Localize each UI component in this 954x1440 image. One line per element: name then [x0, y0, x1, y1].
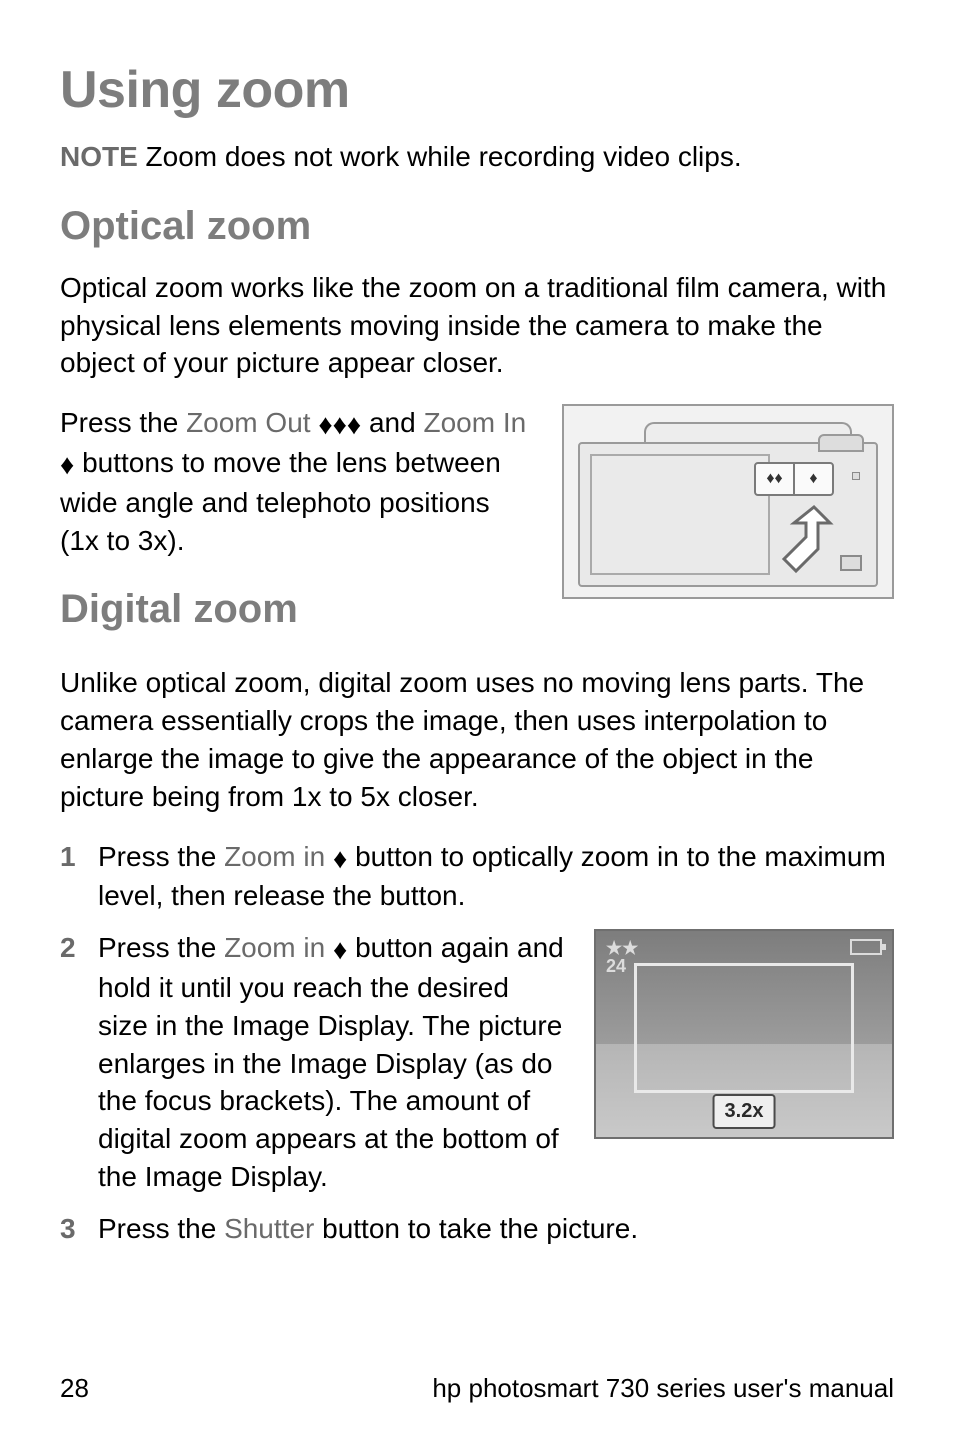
camera-shutter: [818, 434, 864, 452]
s1-a: Press the: [98, 841, 224, 872]
optical-row: Press the Zoom Out ♦♦♦ and Zoom In ♦ but…: [60, 404, 894, 652]
zoom-value-label: 3.2x: [713, 1094, 776, 1129]
heading-optical-zoom: Optical zoom: [60, 204, 894, 249]
optical-press-text: Press the Zoom Out ♦♦♦ and Zoom In ♦ but…: [60, 404, 534, 559]
arrow-icon: [764, 499, 834, 579]
step-2-num: 2: [60, 929, 84, 1196]
s2-b: button again and hold it until you reach…: [98, 932, 564, 1192]
s2-k1: Zoom in: [224, 932, 325, 963]
zoom-in-icon: ♦: [60, 446, 74, 484]
page-footer: 28 hp photosmart 730 series user's manua…: [60, 1373, 894, 1404]
step-2-text: Press the Zoom in ♦ button again and hol…: [98, 929, 566, 1196]
heading-using-zoom: Using zoom: [60, 60, 894, 120]
digital-para-1: Unlike optical zoom, digital zoom uses n…: [60, 664, 894, 815]
zoom-out-btn-icon: ♦♦: [756, 464, 795, 494]
step-1: 1 Press the Zoom in ♦ button to opticall…: [60, 838, 894, 916]
camera-lcd: [590, 454, 770, 575]
overlay-quality: ★★ 24: [606, 939, 638, 975]
s3-a: Press the: [98, 1213, 224, 1244]
optical-para-1: Optical zoom works like the zoom on a tr…: [60, 269, 894, 382]
note-line: NOTE Zoom does not work while recording …: [60, 138, 894, 176]
zoom-in-icon: ♦: [333, 931, 347, 969]
focus-brackets: [634, 963, 854, 1093]
heading-digital-zoom: Digital zoom: [60, 587, 534, 632]
zoom-in-label: Zoom In: [423, 407, 526, 438]
note-label: NOTE: [60, 141, 138, 172]
indicator-dot: [852, 472, 860, 480]
text-a: Press the: [60, 407, 186, 438]
overlay-stars: ★★: [606, 939, 638, 957]
zoom-in-btn-icon: ♦: [795, 464, 832, 494]
step-1-body: Press the Zoom in ♦ button to optically …: [98, 838, 894, 916]
battery-icon: [850, 939, 882, 955]
note-text: Zoom does not work while recording video…: [138, 141, 742, 172]
zoom-in-icon: ♦: [333, 840, 347, 878]
overlay-count: 24: [606, 957, 638, 975]
step-1-num: 1: [60, 838, 84, 916]
step-3-num: 3: [60, 1210, 84, 1248]
s2-a: Press the: [98, 932, 224, 963]
step-3: 3 Press the Shutter button to take the p…: [60, 1210, 894, 1248]
step-2: 2 Press the Zoom in ♦ button again and h…: [60, 929, 894, 1196]
zoom-out-label: Zoom Out: [186, 407, 310, 438]
step-2-body: Press the Zoom in ♦ button again and hol…: [98, 929, 894, 1196]
s1-k1: Zoom in: [224, 841, 325, 872]
s3-b: button to take the picture.: [322, 1213, 638, 1244]
text-c: buttons to move the lens between wide an…: [60, 447, 501, 556]
zoom-out-icon: ♦♦♦: [318, 406, 361, 444]
camera-body: ♦♦ ♦: [578, 442, 878, 587]
zoom-buttons: ♦♦ ♦: [754, 462, 834, 496]
step-3-body: Press the Shutter button to take the pic…: [98, 1210, 894, 1248]
s3-k1: Shutter: [224, 1213, 314, 1244]
digital-steps: 1 Press the Zoom in ♦ button to opticall…: [60, 838, 894, 1248]
small-rect: [840, 555, 862, 571]
image-display-figure: ★★ 24 3.2x: [594, 929, 894, 1139]
text-b: and: [369, 407, 424, 438]
page-number: 28: [60, 1373, 89, 1404]
camera-figure: ♦♦ ♦: [562, 404, 894, 599]
manual-title: hp photosmart 730 series user's manual: [432, 1373, 894, 1404]
manual-page: Using zoom NOTE Zoom does not work while…: [0, 0, 954, 1440]
